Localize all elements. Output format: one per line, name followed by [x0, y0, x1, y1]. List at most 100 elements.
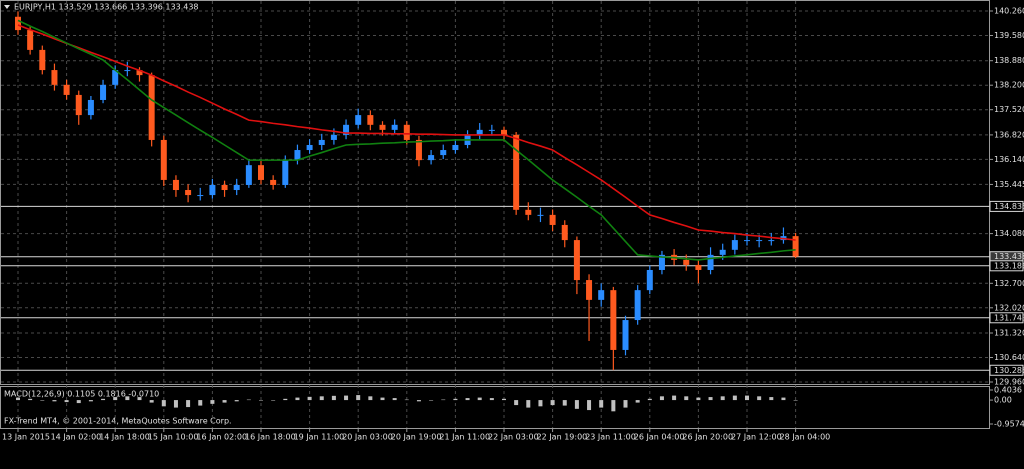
- x-tick-label: 14 Jan 02:00: [51, 433, 102, 442]
- moving-average: [17, 19, 796, 261]
- candle-body: [51, 70, 58, 85]
- macd-bar: [40, 400, 45, 401]
- level-label: 131.743: [994, 313, 1024, 322]
- macd-bar: [745, 395, 749, 401]
- macd-bar: [307, 396, 312, 401]
- macd-bar: [392, 398, 397, 401]
- macd-bar: [732, 395, 737, 401]
- candle-body: [258, 165, 264, 180]
- macd-bar: [416, 400, 421, 402]
- macd-bar: [28, 398, 33, 401]
- x-tick-label: 21 Jan 11:00: [439, 433, 490, 442]
- candle-body: [87, 99, 94, 116]
- candle-body: [39, 49, 46, 71]
- y-tick-label: 138.200: [994, 81, 1024, 90]
- candle-body: [148, 75, 155, 140]
- candle-body: [634, 290, 641, 321]
- x-tick-label: 23 Jan 11:00: [585, 433, 636, 442]
- macd-bar: [368, 396, 373, 401]
- y-tick-label: 134.080: [994, 229, 1024, 238]
- macd-bar: [453, 398, 458, 401]
- macd-bar: [526, 400, 531, 408]
- main-frame: [0, 0, 990, 385]
- macd-bar: [757, 396, 762, 401]
- macd-bar: [356, 395, 361, 401]
- y-tick-label: 140.260: [994, 7, 1024, 16]
- candle-body: [792, 236, 799, 257]
- candle-body: [172, 179, 179, 191]
- y-tick-label: 136.140: [994, 155, 1024, 164]
- candle-body: [513, 134, 520, 210]
- candle-body: [622, 320, 629, 350]
- macd-bar: [684, 396, 689, 401]
- macd-bar: [781, 397, 786, 401]
- macd-bar: [283, 398, 288, 401]
- macd-bar: [113, 397, 118, 401]
- x-tick-label: 16 Jan 18:00: [245, 433, 296, 442]
- candle-body: [476, 129, 483, 135]
- macd-bar: [659, 396, 664, 401]
- chart-title: EURJPY,H1 133.529 133.666 133.396 133.43…: [14, 3, 199, 12]
- macd-bar: [173, 400, 178, 408]
- candle-body: [15, 16, 21, 31]
- macd-bar: [574, 400, 579, 409]
- candle-body: [586, 280, 593, 300]
- candle-body: [598, 290, 605, 300]
- y-tick-label: 131.320: [994, 329, 1024, 338]
- candle-body: [731, 240, 738, 250]
- macd-bar: [125, 396, 130, 401]
- candle-body: [318, 139, 325, 145]
- macd-bar: [696, 397, 701, 401]
- candle-body: [355, 115, 362, 125]
- macd-tick-label: 0.4036: [994, 386, 1022, 395]
- level-label-box: [989, 312, 1024, 324]
- y-tick-label: 138.880: [994, 56, 1024, 65]
- y-tick-label: 136.820: [994, 130, 1024, 139]
- macd-bar: [538, 400, 543, 407]
- candle-body: [75, 94, 82, 116]
- candle-body: [403, 124, 410, 140]
- level-label: 134.835: [994, 202, 1024, 211]
- y-tick-label: 139.580: [994, 31, 1024, 40]
- macd-bar: [64, 400, 69, 403]
- macd-bar: [198, 400, 203, 406]
- candle-body: [488, 129, 495, 131]
- candle-body: [306, 144, 313, 151]
- macd-bar: [234, 400, 239, 402]
- macd-bar: [587, 400, 592, 411]
- macd-bar: [465, 398, 470, 401]
- level-label-box: [989, 364, 1024, 376]
- candle-body: [658, 254, 665, 270]
- y-tick-label: 130.640: [994, 353, 1024, 362]
- x-tick-label: 19 Jan 11:00: [294, 433, 345, 442]
- candle-body: [27, 30, 34, 50]
- candle-body: [610, 290, 617, 350]
- footer: FX-Trend MT4, © 2001-2014, MetaQuotes So…: [4, 417, 232, 426]
- y-tick-label: 129.960: [994, 378, 1024, 387]
- level-label: 133.438: [994, 252, 1024, 261]
- candle-body: [525, 209, 532, 215]
- candle-body: [282, 160, 289, 185]
- candle-body: [719, 249, 726, 255]
- macd-bar: [599, 400, 604, 408]
- macd-bar: [259, 400, 263, 401]
- x-tick-label: 28 Jan 04:00: [780, 433, 831, 442]
- macd-bar: [344, 395, 349, 401]
- macd-bar: [477, 397, 482, 401]
- macd-bar: [635, 400, 640, 403]
- macd-bar: [16, 397, 20, 401]
- candle-body: [707, 254, 714, 270]
- candle-body: [428, 155, 435, 161]
- macd-bar: [550, 400, 555, 406]
- x-tick-label: 20 Jan 19:00: [391, 433, 442, 442]
- macd-frame: [0, 386, 990, 429]
- candle-body: [683, 259, 690, 265]
- y-tick-label: 132.020: [994, 303, 1024, 312]
- candle-body: [537, 214, 544, 216]
- x-tick-label: 16 Jan 02:00: [196, 433, 247, 442]
- y-tick-label: 135.445: [994, 180, 1024, 189]
- macd-bar: [623, 400, 628, 408]
- candle-body: [294, 150, 301, 161]
- macd-bar: [52, 400, 57, 402]
